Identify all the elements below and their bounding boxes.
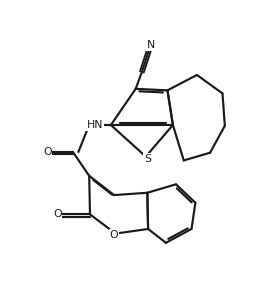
Text: O: O (110, 230, 118, 240)
Text: S: S (144, 154, 151, 164)
Text: N: N (147, 40, 155, 50)
Text: O: O (43, 147, 52, 157)
Text: O: O (53, 209, 62, 219)
Text: HN: HN (86, 120, 103, 130)
